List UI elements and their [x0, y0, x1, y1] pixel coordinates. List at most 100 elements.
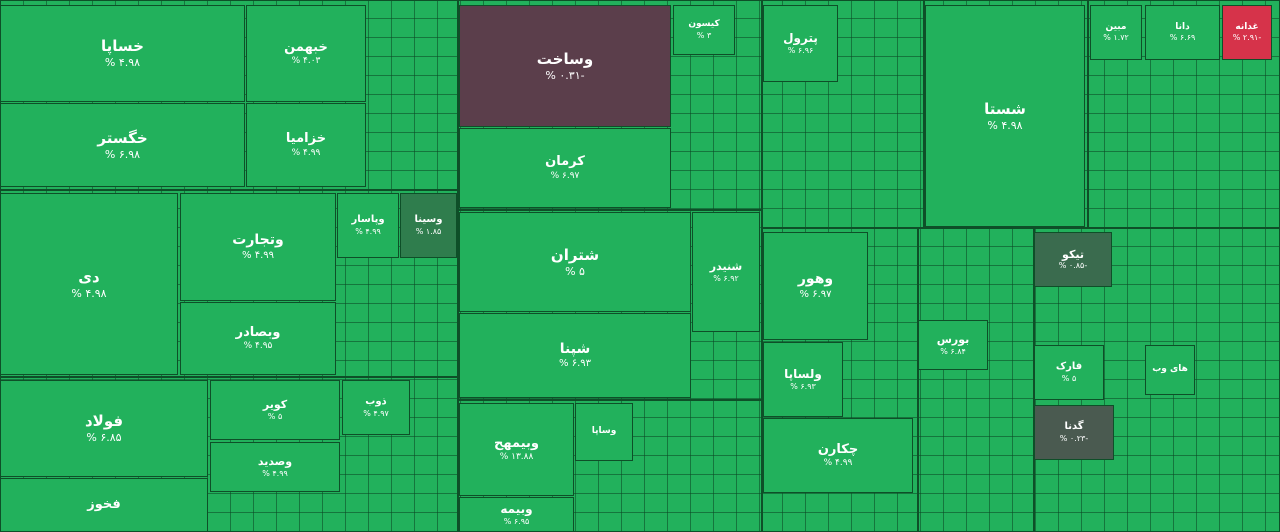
tile[interactable]: شنیدر ۶.۹۲ %: [692, 212, 760, 332]
tile-change: ۴.۹۹ %: [262, 468, 288, 478]
tile-name: وسینا: [414, 214, 443, 226]
tile-change: ۴.۹۹ %: [291, 147, 321, 158]
tile-change: ۶.۹۵ %: [503, 517, 530, 526]
tile[interactable]: فارک ۵ %: [1034, 345, 1104, 400]
tile-name: دانا: [1175, 21, 1190, 32]
tile-name: وساخت: [536, 49, 594, 68]
tile[interactable]: وسینا ۱.۸۵ %: [400, 193, 457, 258]
tile[interactable]: خساپا ۴.۹۸ %: [0, 5, 245, 102]
tile-change: ۶.۹۷ %: [799, 288, 832, 300]
tile-change: ۴.۹۵ %: [243, 341, 273, 351]
tile[interactable]: پترول ۶.۹۶ %: [763, 5, 838, 82]
tile-change: ۶.۹۶ %: [787, 46, 814, 55]
tile-name: وهور: [797, 271, 834, 287]
tile-name: کرمان: [545, 154, 585, 170]
tile-name: فولاد: [84, 412, 124, 431]
tile-name: وبصادر: [235, 324, 281, 340]
tile-name: خبهمن: [284, 39, 328, 55]
tile-change: ۴.۹۹ %: [242, 249, 274, 261]
tile[interactable]: تیکو -۰.۸۵ %: [1034, 232, 1112, 287]
tile[interactable]: بورس ۶.۸۴ %: [918, 320, 988, 370]
tile-change: -۲.۹۱ %: [1232, 33, 1262, 43]
tile-name: فخوز: [87, 496, 121, 512]
tile-name: پترول: [783, 31, 818, 45]
tile-change: ۱۳.۸۸ %: [499, 452, 534, 462]
tile[interactable]: وصدید ۴.۹۹ %: [210, 442, 340, 492]
tile[interactable]: شپنا ۶.۹۳ %: [459, 313, 691, 398]
tile-change: ۴.۹۸ %: [987, 118, 1023, 132]
tile[interactable]: فولاد ۶.۸۵ %: [0, 380, 208, 477]
tile[interactable]: ولساپا ۶.۹۳ %: [763, 342, 843, 417]
tile-name: مبین: [1105, 21, 1127, 32]
tile-name: وبیمهح: [494, 435, 539, 451]
tile-change: ۴.۹۹ %: [355, 226, 381, 236]
tile[interactable]: غدانه -۲.۹۱ %: [1222, 5, 1272, 60]
tile-name: گدنا: [1064, 421, 1084, 433]
tile-change: ۳ %: [696, 30, 712, 40]
tile-change: ۴.۰۳ %: [291, 56, 321, 66]
tile[interactable]: وپاسار ۴.۹۹ %: [337, 193, 399, 258]
tile-change: -۰.۸۵ %: [1058, 261, 1088, 271]
tile-change: ۱.۷۲ %: [1103, 33, 1129, 43]
tile[interactable]: وبیمه ۶.۹۵ %: [459, 497, 574, 532]
tile-change: ۶.۸۴ %: [940, 346, 966, 356]
tile-change: ۶.۶۹ %: [1169, 33, 1196, 43]
tile[interactable]: وهور ۶.۹۷ %: [763, 232, 868, 340]
tile[interactable]: گدنا -۰.۲۳ %: [1034, 405, 1114, 460]
tile-name: کیسون: [688, 19, 720, 30]
tile-name: چکارن: [817, 441, 859, 457]
tile-change: ۶.۹۳ %: [559, 358, 591, 369]
tile-name: وصدید: [257, 455, 293, 469]
tile-name: کویر: [262, 398, 288, 412]
tile-name: ذوب: [365, 396, 387, 408]
tile[interactable]: کیسون ۳ %: [673, 5, 735, 55]
tile[interactable]: وبصادر ۴.۹۵ %: [180, 302, 336, 375]
tile-change: -۰.۲۳ %: [1059, 433, 1089, 443]
tile[interactable]: شتران ۵ %: [459, 212, 691, 312]
tile-name: خزامیا: [285, 131, 327, 147]
tile-change: ۶.۸۵ %: [86, 431, 122, 444]
tile-change: ۶.۹۳ %: [790, 382, 816, 391]
tile[interactable]: کویر ۵ %: [210, 380, 340, 440]
tile-name: خگستر: [97, 128, 148, 147]
tile-change: ۱.۸۵ %: [415, 226, 442, 236]
tile-change: ۵ %: [1061, 373, 1077, 383]
tile-name: شستا: [984, 99, 1026, 118]
tile[interactable]: فخوز: [0, 478, 208, 532]
tile[interactable]: وساخت -۰.۳۱ %: [459, 5, 671, 127]
tile-name: وتجارت: [232, 232, 284, 248]
tile-name: دی: [78, 267, 100, 286]
tile[interactable]: خزامیا ۴.۹۹ %: [246, 103, 366, 187]
tile[interactable]: های وب: [1145, 345, 1195, 395]
tile-change: ۵ %: [267, 411, 283, 421]
tile[interactable]: دی ۴.۹۸ %: [0, 193, 178, 375]
tile[interactable]: شستا ۴.۹۸ %: [925, 5, 1085, 227]
tile-name: های وب: [1152, 364, 1188, 375]
tile-change: ۶.۹۷ %: [550, 170, 580, 181]
tile-name: شنیدر: [709, 260, 743, 274]
tile-name: وبیمه: [500, 502, 533, 516]
tile-name: تیکو: [1062, 247, 1084, 261]
tile[interactable]: ذوب ۴.۹۷ %: [342, 380, 410, 435]
tile-name: ولساپا: [784, 367, 822, 381]
tile-name: وساپا: [591, 426, 617, 437]
tile[interactable]: وساپا: [575, 403, 633, 461]
tile-change: -۰.۳۱ %: [545, 68, 585, 82]
tile-name: وپاسار: [351, 214, 385, 226]
tile[interactable]: خگستر ۶.۹۸ %: [0, 103, 245, 187]
tile[interactable]: دانا ۶.۶۹ %: [1145, 5, 1220, 60]
tile-change: ۴.۹۸ %: [71, 286, 107, 300]
tile-name: فارک: [1055, 361, 1083, 373]
tile-change: ۴.۹۹ %: [823, 458, 853, 468]
tile[interactable]: وتجارت ۴.۹۹ %: [180, 193, 336, 301]
tile[interactable]: خبهمن ۴.۰۳ %: [246, 5, 366, 102]
tile-name: خساپا: [101, 37, 144, 56]
tile-name: بورس: [936, 333, 970, 347]
sector: [918, 228, 1034, 532]
tile[interactable]: وبیمهح ۱۳.۸۸ %: [459, 403, 574, 496]
tile[interactable]: مبین ۱.۷۲ %: [1090, 5, 1142, 60]
tile-change: ۴.۹۷ %: [363, 408, 389, 418]
tile[interactable]: کرمان ۶.۹۷ %: [459, 128, 671, 208]
tile[interactable]: چکارن ۴.۹۹ %: [763, 418, 913, 493]
